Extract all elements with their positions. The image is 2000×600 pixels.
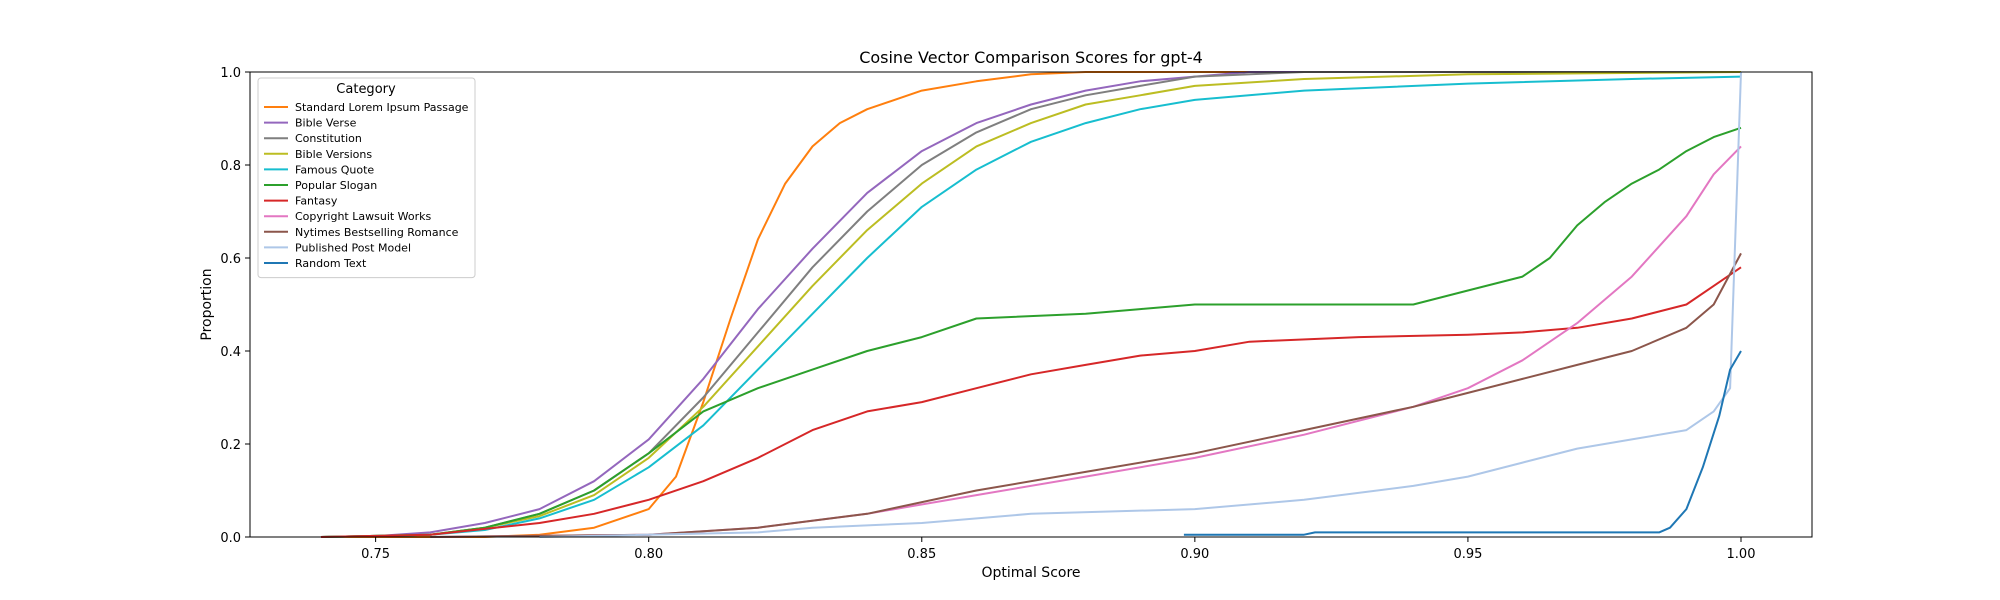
- legend-item: Random Text: [264, 257, 367, 270]
- x-tick-label: 1.00: [1727, 547, 1756, 562]
- legend-label: Fantasy: [295, 195, 338, 208]
- legend-item: Popular Slogan: [264, 179, 377, 192]
- series-line: [430, 252, 1742, 538]
- legend-label: Constitution: [295, 132, 362, 145]
- plot-frame: [249, 71, 1813, 538]
- y-tick-label: 0.4: [220, 345, 241, 360]
- y-tick-label: 1.0: [220, 66, 241, 81]
- chart-title: Cosine Vector Comparison Scores for gpt-…: [859, 48, 1203, 67]
- series-line: [321, 71, 1741, 538]
- legend-label: Standard Lorem Ipsum Passage: [295, 101, 469, 114]
- legend-item: Bible Verse: [264, 117, 357, 130]
- legend-items: Standard Lorem Ipsum Passage Bible Verse C…: [264, 101, 469, 270]
- x-tick-label: 0.95: [1453, 547, 1482, 562]
- legend-item: Bible Versions: [264, 148, 372, 161]
- legend: Category Standard Lorem Ipsum Passage Bib…: [257, 77, 476, 279]
- series-line: [430, 145, 1742, 538]
- series-line: [320, 71, 1742, 538]
- x-tick-label: 0.85: [907, 547, 936, 562]
- legend-item: Fantasy: [264, 195, 338, 208]
- legend-item: Published Post Model: [264, 241, 411, 254]
- y-tick-label: 0.8: [220, 159, 241, 174]
- legend-item: Copyright Lawsuit Works: [264, 210, 432, 223]
- y-tick-label: 0.2: [220, 438, 241, 453]
- series-lines: [320, 71, 1742, 538]
- y-axis-ticks: 0.0 0.2 0.4 0.6 0.8 1.0: [220, 66, 250, 546]
- legend-label: Published Post Model: [295, 241, 411, 254]
- series-line: [320, 266, 1742, 538]
- legend-item: Constitution: [264, 132, 362, 145]
- legend-title: Category: [336, 82, 396, 97]
- series-line: [320, 75, 1742, 538]
- legend-label: Copyright Lawsuit Works: [295, 210, 432, 223]
- y-axis-label: Proportion: [199, 268, 215, 340]
- x-axis-label: Optimal Score: [981, 565, 1080, 581]
- series-line: [320, 71, 1741, 538]
- series-line: [1183, 350, 1742, 536]
- x-tick-label: 0.90: [1180, 547, 1209, 562]
- y-tick-label: 0.6: [220, 252, 241, 267]
- legend-label: Random Text: [295, 257, 367, 270]
- legend-label: Popular Slogan: [295, 179, 377, 192]
- legend-label: Bible Versions: [295, 148, 372, 161]
- x-tick-label: 0.80: [634, 547, 663, 562]
- legend-item: Famous Quote: [264, 163, 374, 176]
- series-line: [320, 126, 1742, 538]
- legend-label: Nytimes Bestselling Romance: [295, 226, 459, 239]
- legend-box: [257, 77, 476, 279]
- legend-item: Standard Lorem Ipsum Passage: [264, 101, 469, 114]
- series-line: [539, 71, 1742, 538]
- y-tick-label: 0.0: [220, 531, 241, 546]
- legend-label: Bible Verse: [295, 117, 357, 130]
- x-tick-label: 0.75: [361, 547, 390, 562]
- legend-label: Famous Quote: [295, 163, 374, 176]
- x-axis-ticks: 0.75 0.80 0.85 0.90 0.95 1.00: [361, 537, 1755, 562]
- legend-item: Nytimes Bestselling Romance: [264, 226, 459, 239]
